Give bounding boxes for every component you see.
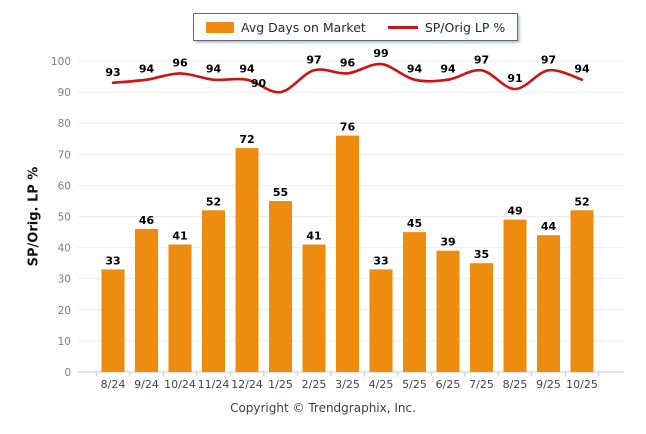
x-axis-label: 3/25 xyxy=(335,378,360,391)
y-axis-tick-label: 40 xyxy=(58,243,71,255)
bar-value-label: 44 xyxy=(541,220,557,233)
line-value-label: 97 xyxy=(474,53,489,66)
bar-series-label: Avg Days on Market xyxy=(241,19,366,35)
y-axis-tick-label: 70 xyxy=(58,149,71,161)
y-axis-tick-label: 10 xyxy=(58,336,71,348)
y-axis-tick-label: 90 xyxy=(58,87,71,99)
bar-value-label: 55 xyxy=(273,186,288,199)
bar-value-label: 41 xyxy=(172,230,187,243)
bar xyxy=(269,201,292,372)
bar-value-label: 52 xyxy=(574,195,589,208)
chart-legend: Avg Days on Market SP/Orig LP % xyxy=(193,13,519,41)
bar xyxy=(503,219,527,372)
line-path xyxy=(111,62,584,94)
line-series-swatch xyxy=(387,25,418,29)
y-axis-tick-label: 20 xyxy=(58,305,71,317)
bar-value-label: 35 xyxy=(474,248,489,261)
bar-value-label: 72 xyxy=(239,133,254,146)
y-axis-tick-label: 100 xyxy=(51,56,71,68)
bar-value-label: 49 xyxy=(507,205,522,218)
bar-value-label: 45 xyxy=(407,217,422,230)
x-axis-label: 12/24 xyxy=(231,378,263,391)
y-axis-tick-label: 80 xyxy=(58,118,71,130)
x-axis-label: 9/25 xyxy=(536,378,561,391)
x-axis-label: 8/24 xyxy=(101,378,126,391)
bar-value-label: 76 xyxy=(340,121,356,134)
line-value-label: 94 xyxy=(239,63,255,76)
copyright-text: Copyright © Trendgraphix, Inc. xyxy=(230,401,416,415)
line-value-label: 96 xyxy=(172,56,188,69)
bar xyxy=(537,235,560,372)
bar xyxy=(168,244,192,372)
bar-series-swatch xyxy=(206,21,234,33)
line-value-label: 94 xyxy=(206,63,222,76)
line-value-label: 94 xyxy=(574,63,590,76)
bar-value-label: 46 xyxy=(139,214,155,227)
y-axis-tick-label: 0 xyxy=(64,367,71,379)
x-axis-label: 6/25 xyxy=(436,378,461,391)
line-value-label: 97 xyxy=(541,53,556,66)
x-axis-label: 1/25 xyxy=(268,378,293,391)
bar xyxy=(436,250,460,372)
line-value-label: 94 xyxy=(407,63,423,76)
y-axis-tick-label: 30 xyxy=(58,274,71,286)
bar xyxy=(403,232,426,372)
x-axis-label: 10/24 xyxy=(164,378,196,391)
line-series-label: SP/Orig LP % xyxy=(424,19,506,35)
line-value-label: 97 xyxy=(306,53,321,66)
bar xyxy=(369,269,393,372)
bar xyxy=(235,148,259,372)
line-value-label: 93 xyxy=(105,66,120,79)
x-axis-label: 8/25 xyxy=(503,378,528,391)
bar xyxy=(135,228,158,372)
x-axis-label: 9/24 xyxy=(134,378,159,391)
bar-value-label: 33 xyxy=(105,254,120,267)
line-value-label: 99 xyxy=(373,47,388,60)
bar-value-label: 52 xyxy=(206,195,221,208)
bar xyxy=(470,263,493,372)
line-value-label: 94 xyxy=(440,63,456,76)
bar xyxy=(336,135,359,372)
x-axis-label: 10/25 xyxy=(566,378,598,391)
y-axis-tick-label: 50 xyxy=(58,212,71,224)
x-axis-label: 2/25 xyxy=(302,378,327,391)
bar xyxy=(101,269,125,372)
y-axis-tick-label: 60 xyxy=(58,180,71,192)
bar-value-label: 33 xyxy=(373,254,388,267)
line-value-label: 90 xyxy=(251,77,267,90)
bar-value-label: 39 xyxy=(440,236,455,249)
x-axis-label: 7/25 xyxy=(469,378,494,391)
bar-value-label: 41 xyxy=(306,230,321,243)
x-axis-label: 5/25 xyxy=(402,378,427,391)
x-axis-label: 11/24 xyxy=(198,378,230,391)
line-value-label: 94 xyxy=(139,63,155,76)
line-value-label: 96 xyxy=(340,56,356,69)
bar xyxy=(570,210,594,372)
bar xyxy=(202,210,225,372)
line-value-label: 91 xyxy=(507,72,522,85)
y-axis-title: SP/Orig. LP % xyxy=(26,166,42,267)
bar xyxy=(302,244,326,372)
x-axis-label: 4/25 xyxy=(369,378,394,391)
